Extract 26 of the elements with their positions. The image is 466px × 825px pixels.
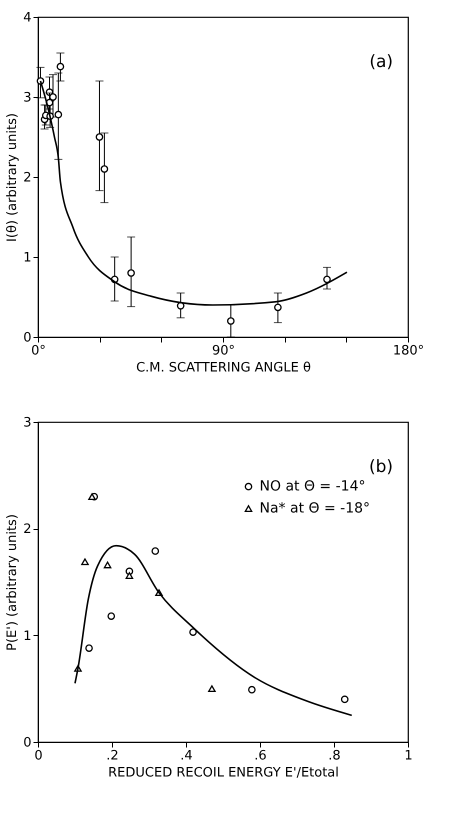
x-tick-label: 90° xyxy=(212,344,236,358)
y-tick-label: 2 xyxy=(23,170,32,186)
y-tick-label: 0 xyxy=(23,330,32,346)
annotation: (b) xyxy=(368,457,393,477)
y-tick-label: 1 xyxy=(23,628,32,644)
y-tick-label: 4 xyxy=(23,10,32,26)
x-axis-title: C.M. SCATTERING ANGLE θ xyxy=(136,360,311,376)
x-tick-label: 0° xyxy=(31,344,46,358)
y-axis-title: P(E') (arbitrary units) xyxy=(5,514,20,651)
y-tick-label: 2 xyxy=(23,522,32,538)
x-tick-label: 1 xyxy=(404,748,413,764)
x-axis-title: REDUCED RECOIL ENERGY E'/Etotal xyxy=(108,766,339,780)
y-tick-label: 3 xyxy=(23,416,32,430)
y-tick-label: 1 xyxy=(23,250,32,266)
legend-label: Na* at Θ = -18° xyxy=(260,500,370,517)
x-tick-label: 180° xyxy=(392,344,424,358)
y-tick-label: 0 xyxy=(23,736,32,750)
y-axis-title: I(θ) (arbitrary units) xyxy=(5,113,20,242)
x-tick-label: .2 xyxy=(106,748,119,764)
x-tick-label: .8 xyxy=(328,748,341,764)
y-tick-label: 3 xyxy=(23,90,32,106)
x-tick-label: 0 xyxy=(34,748,43,764)
annotation: (a) xyxy=(369,52,393,72)
x-tick-label: .4 xyxy=(180,748,193,764)
x-tick-label: .6 xyxy=(254,748,267,764)
legend-label: NO at Θ = -14° xyxy=(260,478,366,495)
